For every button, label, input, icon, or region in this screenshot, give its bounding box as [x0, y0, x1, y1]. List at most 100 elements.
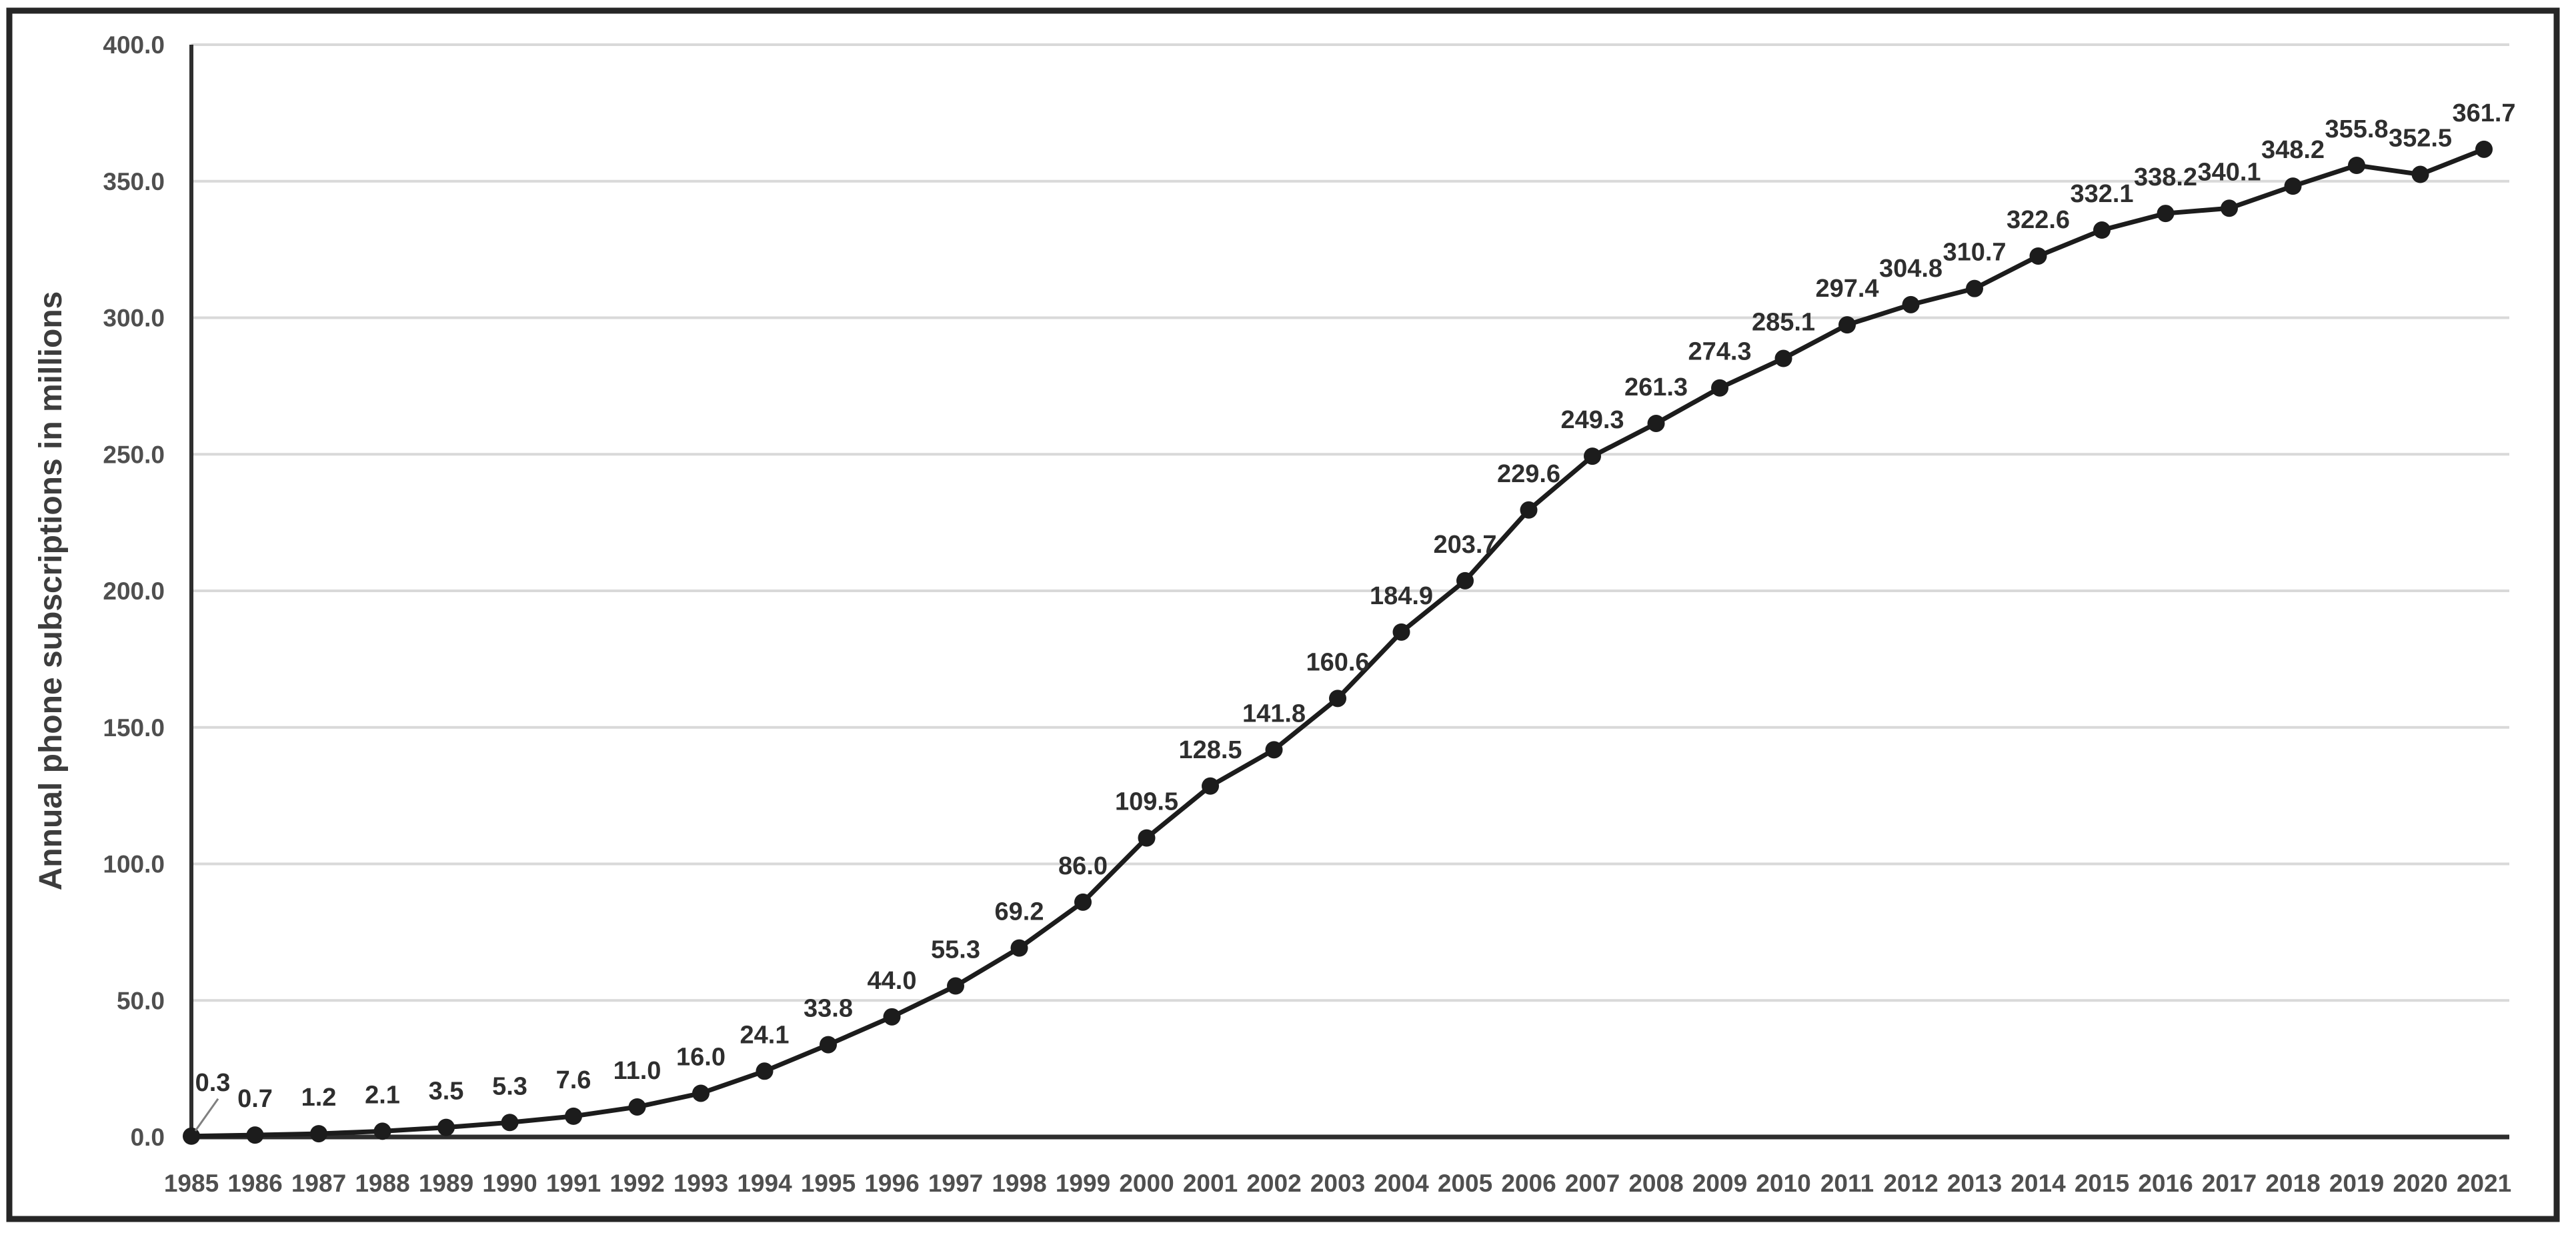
data-label: 3.5: [429, 1078, 464, 1106]
data-point-marker: [1647, 414, 1665, 432]
gridlines-group: [191, 43, 2509, 1002]
y-tick-label: 350.0: [103, 168, 165, 195]
x-tick-label: 2007: [1565, 1170, 1620, 1197]
y-tick-label: 300.0: [103, 305, 165, 332]
chart-border: [6, 7, 2560, 1222]
data-label: 24.1: [740, 1021, 790, 1049]
data-point-marker: [756, 1062, 774, 1080]
x-tick-label: 2003: [1310, 1170, 1365, 1197]
x-tick-label: 2000: [1119, 1170, 1174, 1197]
data-label: 203.7: [1433, 531, 1496, 559]
data-label: 5.3: [492, 1072, 527, 1100]
data-label: 16.0: [676, 1043, 726, 1071]
y-tick-label: 200.0: [103, 577, 165, 605]
x-tick-label: 2016: [2138, 1170, 2193, 1197]
x-tick-label: 2010: [1756, 1170, 1810, 1197]
x-tick-label: 1996: [864, 1170, 919, 1197]
data-label: 322.6: [2007, 206, 2070, 234]
x-tick-label: 2002: [1246, 1170, 1301, 1197]
data-label: 361.7: [2452, 99, 2515, 127]
x-tick-label: 2021: [2457, 1170, 2511, 1197]
data-point-marker: [373, 1122, 391, 1140]
data-point-marker: [310, 1125, 327, 1143]
x-tick-label: 1987: [291, 1170, 346, 1197]
data-point-marker: [692, 1084, 710, 1102]
data-label: 69.2: [995, 898, 1044, 926]
y-tick-label: 100.0: [103, 851, 165, 878]
data-label: 11.0: [613, 1057, 662, 1085]
x-tick-label: 2004: [1374, 1170, 1429, 1197]
data-label: 128.5: [1178, 736, 1242, 764]
data-point-marker: [246, 1126, 264, 1144]
data-point-marker: [2093, 221, 2111, 239]
data-label: 297.4: [1815, 275, 1878, 303]
data-point-marker: [1902, 295, 1920, 313]
data-point-marker: [2348, 156, 2365, 174]
y-tick-labels-group: 0.0 50.0 100.0 150.0 200.0 250.0 300.0 350.0 400…: [103, 31, 165, 1151]
y-tick-label: 0.0: [131, 1124, 165, 1151]
x-tick-label: 2018: [2265, 1170, 2320, 1197]
x-tick-label: 2006: [1501, 1170, 1556, 1197]
data-point-marker: [1265, 741, 1283, 759]
x-tick-label: 1990: [482, 1170, 537, 1197]
data-label: 249.3: [1560, 406, 1624, 434]
data-point-marker: [1138, 829, 1156, 847]
data-label: 338.2: [2134, 163, 2197, 191]
data-point-marker: [1838, 316, 1856, 334]
x-tick-label: 1995: [801, 1170, 856, 1197]
x-tick-label: 1989: [419, 1170, 473, 1197]
data-label: 352.5: [2389, 125, 2452, 153]
data-label: 229.6: [1497, 460, 1560, 488]
x-tick-label: 2017: [2202, 1170, 2257, 1197]
data-label: 86.0: [1058, 852, 1108, 880]
x-tick-label: 2020: [2393, 1170, 2447, 1197]
leader-line: [194, 1098, 219, 1132]
data-label: 304.8: [1879, 255, 1943, 283]
x-tick-label: 1993: [674, 1170, 728, 1197]
data-label: 55.3: [931, 936, 980, 964]
x-tick-label: 1992: [609, 1170, 664, 1197]
data-point-marker: [947, 977, 964, 995]
data-point-marker: [2475, 140, 2493, 158]
x-tick-label: 1997: [928, 1170, 983, 1197]
y-tick-label: 150.0: [103, 714, 165, 742]
data-label: 141.8: [1242, 700, 1306, 728]
x-tick-label: 2014: [2011, 1170, 2066, 1197]
x-tick-label: 2015: [2075, 1170, 2129, 1197]
data-point-marker: [883, 1008, 901, 1026]
data-point-marker: [1520, 501, 1538, 519]
data-point-marker: [437, 1118, 455, 1136]
data-label: 0.3: [195, 1069, 231, 1097]
x-tick-label: 2019: [2329, 1170, 2384, 1197]
data-point-marker: [2029, 247, 2047, 265]
y-axis-title: Annual phone subscriptions in millions: [33, 291, 69, 891]
data-label: 348.2: [2261, 136, 2325, 164]
x-tick-label: 2001: [1183, 1170, 1238, 1197]
markers-group: [183, 140, 2493, 1145]
data-label: 340.1: [2197, 158, 2261, 186]
data-label: 274.3: [1688, 338, 1751, 366]
data-label: 355.8: [2325, 115, 2388, 143]
x-tick-label: 2011: [1820, 1170, 1874, 1197]
x-tick-label: 1998: [992, 1170, 1046, 1197]
data-label: 7.6: [556, 1066, 591, 1094]
data-point-marker: [820, 1036, 837, 1054]
x-tick-label: 1999: [1056, 1170, 1110, 1197]
x-tick-label: 1986: [227, 1170, 282, 1197]
data-point-marker: [2157, 205, 2175, 223]
data-label: 2.1: [365, 1081, 400, 1109]
data-point-marker: [565, 1107, 582, 1125]
data-point-marker: [1966, 279, 1983, 297]
x-tick-label: 1985: [164, 1170, 219, 1197]
data-labels-group: 0.30.7 1.2 2.1 3.5 5.3 7.6 11.0 16.0 24.1 33.8 44.…: [194, 99, 2516, 1132]
data-label: 33.8: [804, 995, 853, 1023]
data-point-marker: [1711, 379, 1728, 397]
data-label: 0.7: [237, 1085, 273, 1113]
data-point-marker: [183, 1127, 200, 1145]
data-label: 310.7: [1943, 239, 2006, 267]
data-point-marker: [628, 1098, 646, 1116]
x-tick-labels-group: 1985 1986 1987 1988 1989 1990 1991 1992 1993 1994…: [164, 1170, 2511, 1197]
data-point-marker: [501, 1114, 519, 1132]
axes-group: [189, 45, 2509, 1140]
